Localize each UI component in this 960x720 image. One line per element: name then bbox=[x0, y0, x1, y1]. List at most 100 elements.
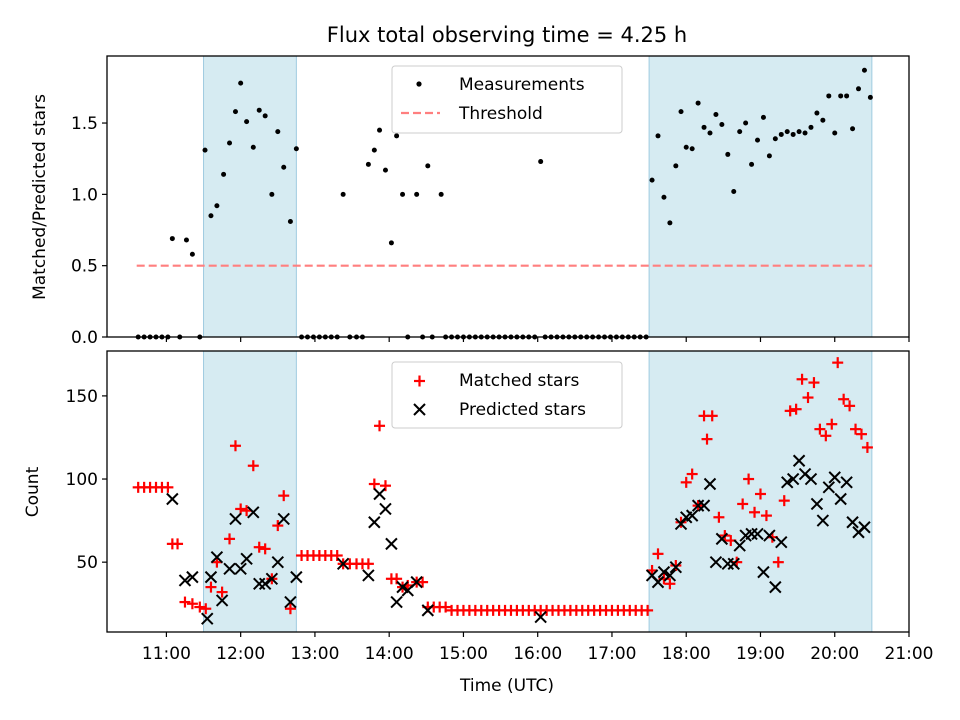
x-tick-label: 18:00 bbox=[662, 644, 711, 664]
matched-star-point bbox=[832, 357, 844, 369]
predicted-star-point bbox=[733, 539, 746, 552]
measurement-point bbox=[701, 124, 707, 130]
matched-star-point bbox=[259, 543, 271, 555]
bottom-panel: 50 100 150 11:00 12:00 13:00 14:00 15:00 16:00 17… bbox=[23, 350, 934, 696]
measurement-point bbox=[737, 129, 743, 135]
matched-star-point bbox=[247, 460, 259, 472]
predicted-star-point bbox=[258, 577, 272, 590]
predicted-star-point bbox=[715, 532, 729, 546]
matched-star-point bbox=[814, 423, 826, 435]
predicted-star-point bbox=[277, 512, 290, 526]
predicted-star-point bbox=[822, 481, 836, 494]
predicted-star-point bbox=[166, 492, 179, 506]
matched-star-point bbox=[284, 603, 296, 615]
predicted-star-point bbox=[810, 497, 824, 511]
legend-matched-label: Matched stars bbox=[459, 371, 579, 391]
matched-star-point bbox=[772, 556, 784, 568]
measurement-point bbox=[749, 161, 755, 167]
measurement-point bbox=[227, 140, 233, 146]
predicted-star-point bbox=[410, 575, 423, 589]
measurement-point bbox=[814, 110, 820, 116]
matched-star-point bbox=[224, 533, 236, 545]
top-shaded-region bbox=[648, 55, 873, 338]
predicted-star-point bbox=[390, 595, 403, 609]
matched-star-point bbox=[796, 373, 808, 385]
predicted-star-point bbox=[781, 476, 794, 489]
matched-star-point bbox=[790, 403, 802, 415]
matched-star-point bbox=[235, 503, 247, 515]
bottom-data bbox=[132, 357, 873, 625]
matched-star-point bbox=[368, 478, 380, 490]
predicted-star-point bbox=[792, 454, 806, 467]
measurement-point bbox=[760, 114, 766, 120]
measurement-point bbox=[689, 146, 695, 152]
measurement-point bbox=[208, 213, 214, 219]
x-tick-label: 12:00 bbox=[216, 644, 265, 664]
top-y-tick-label: 0.0 bbox=[71, 328, 98, 348]
predicted-star-point bbox=[247, 506, 260, 519]
matched-star-point bbox=[278, 490, 290, 502]
predicted-star-point bbox=[828, 471, 841, 484]
measurement-point bbox=[655, 133, 661, 139]
measurement-point bbox=[269, 191, 275, 197]
matched-star-point bbox=[749, 506, 761, 518]
matched-star-point bbox=[652, 548, 664, 560]
measurement-point bbox=[784, 129, 790, 135]
matched-star-point bbox=[417, 576, 429, 588]
measurement-point bbox=[766, 153, 772, 159]
predicted-star-point bbox=[651, 575, 665, 589]
measurement-point bbox=[232, 109, 238, 115]
top-ticks: 0.0 0.5 1.0 1.5 bbox=[71, 114, 910, 348]
matched-star-point bbox=[272, 520, 284, 532]
measurement-point bbox=[755, 137, 761, 143]
predicted-star-point bbox=[674, 517, 688, 531]
predicted-star-point bbox=[534, 610, 547, 624]
legend-matched-marker bbox=[414, 375, 425, 387]
measurement-point bbox=[719, 121, 725, 127]
measurement-point bbox=[382, 167, 388, 173]
measurement-point bbox=[844, 93, 850, 99]
top-shaded-region bbox=[203, 55, 297, 338]
predicted-star-point bbox=[757, 565, 770, 579]
predicted-star-point bbox=[204, 570, 218, 584]
predicted-star-point bbox=[751, 527, 764, 541]
matched-star-point bbox=[205, 581, 217, 593]
measurement-point bbox=[695, 100, 701, 106]
predicted-star-point bbox=[685, 509, 699, 522]
measurement-point bbox=[238, 80, 244, 86]
predicted-star-point bbox=[368, 516, 381, 529]
measurement-point bbox=[287, 218, 293, 224]
predicted-star-point bbox=[697, 499, 711, 512]
predicted-star-point bbox=[421, 604, 435, 617]
matched-star-point bbox=[706, 410, 718, 422]
measurement-point bbox=[425, 163, 431, 169]
predicted-star-point bbox=[215, 594, 229, 607]
measurement-point bbox=[826, 93, 832, 99]
measurement-point bbox=[414, 191, 420, 197]
matched-star-point bbox=[820, 430, 832, 442]
predicted-star-point bbox=[703, 477, 717, 491]
matched-star-point bbox=[229, 440, 241, 452]
measurement-point bbox=[772, 136, 778, 142]
matched-star-point bbox=[760, 510, 772, 522]
predicted-star-point bbox=[769, 580, 782, 594]
predicted-star-point bbox=[804, 472, 818, 486]
measurement-point bbox=[214, 203, 220, 209]
top-panel: 0.0 0.5 1.0 1.5 Matched/Predicted stars Mea… bbox=[30, 55, 910, 348]
predicted-star-point bbox=[271, 555, 285, 569]
predicted-star-point bbox=[840, 476, 853, 489]
predicted-star-point bbox=[763, 529, 776, 542]
predicted-star-point bbox=[727, 557, 740, 571]
predicted-star-point bbox=[234, 562, 247, 576]
top-y-tick-label: 1.0 bbox=[71, 185, 98, 205]
matched-star-point bbox=[784, 405, 796, 417]
measurement-point bbox=[400, 191, 406, 197]
x-tick-label: 20:00 bbox=[810, 644, 859, 664]
predicted-star-point bbox=[669, 560, 683, 574]
measurement-point bbox=[538, 159, 544, 165]
top-y-tick-label: 0.5 bbox=[71, 257, 98, 277]
predicted-star-point bbox=[223, 562, 236, 576]
x-tick-label: 14:00 bbox=[365, 644, 414, 664]
measurement-point bbox=[832, 130, 838, 136]
